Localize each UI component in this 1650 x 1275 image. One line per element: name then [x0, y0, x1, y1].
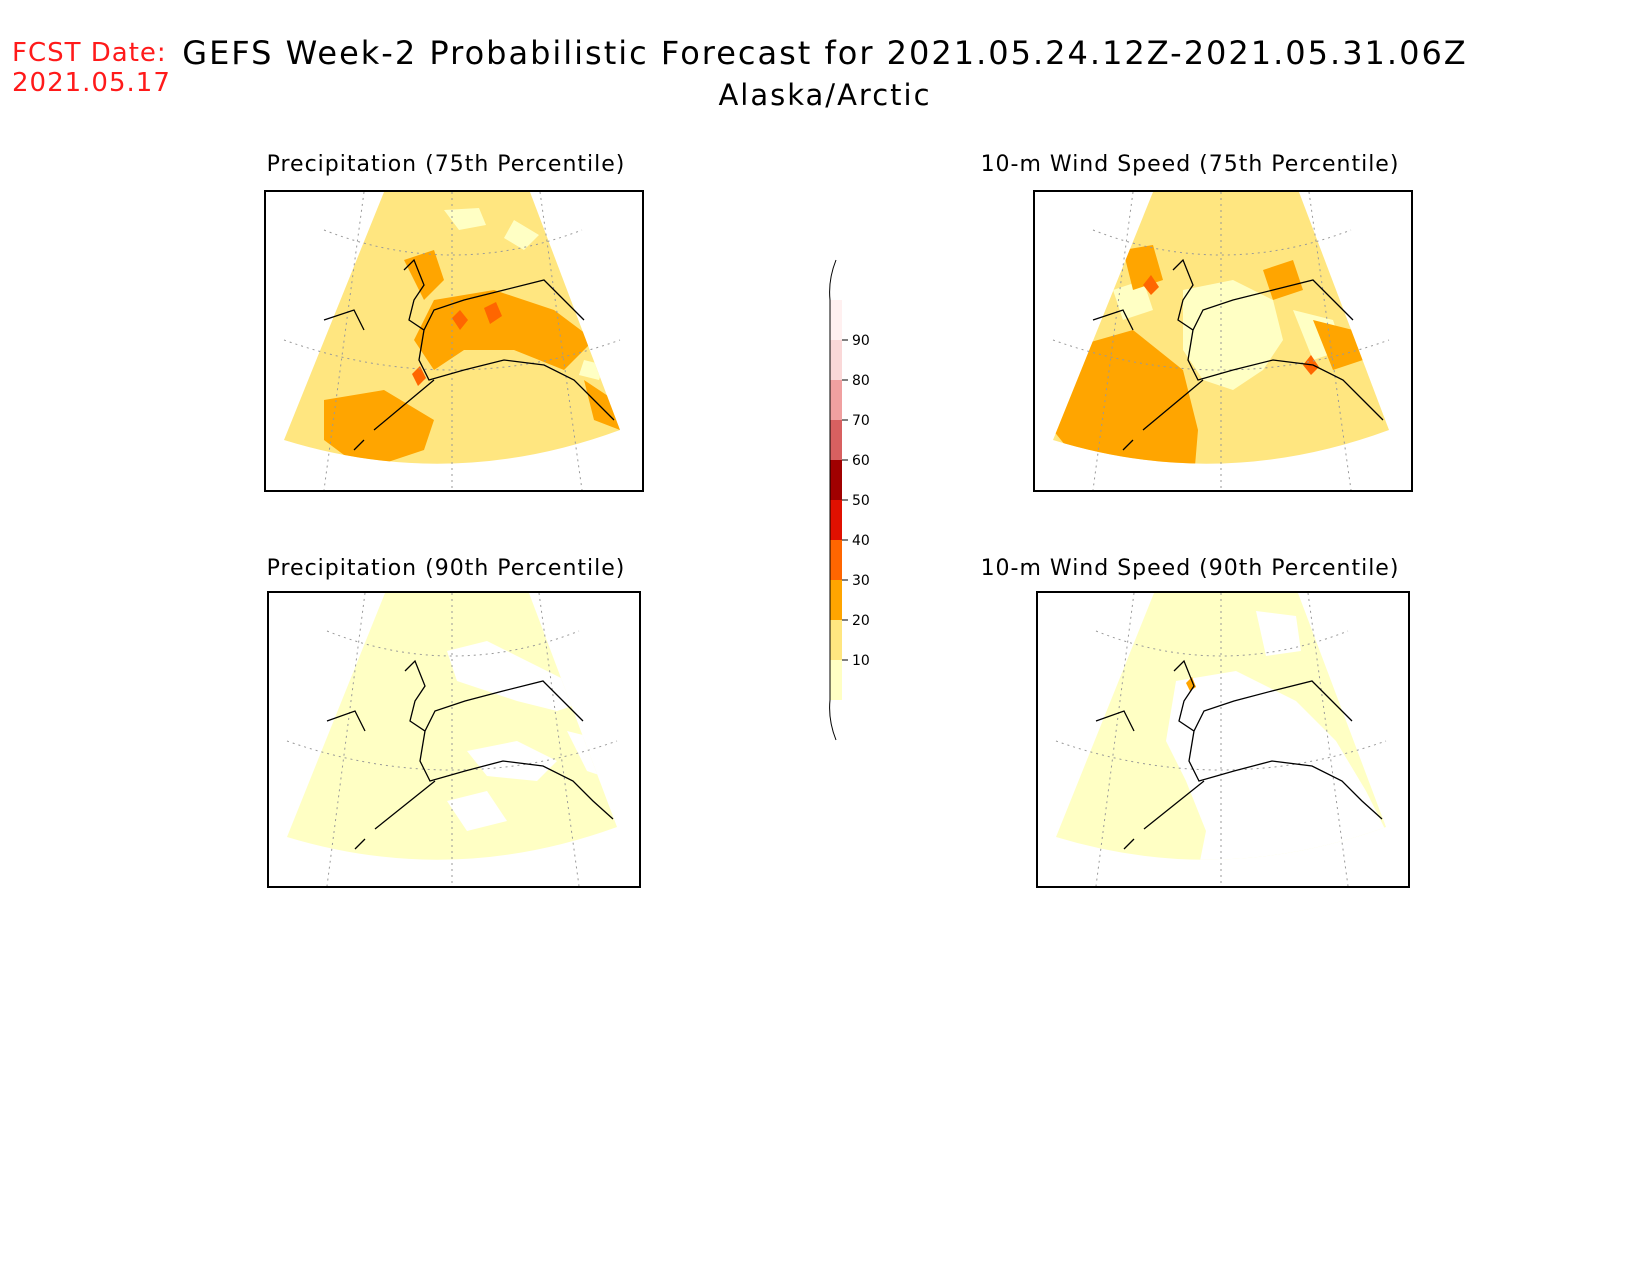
- probability-field-moderate: [324, 250, 620, 464]
- legend-end-curves: [829, 259, 837, 741]
- map-graticule: [286, 592, 618, 886]
- legend-tick-label: 60: [852, 453, 870, 469]
- legend-color-box: [830, 380, 842, 420]
- region-subtitle: Alaska/Arctic: [718, 78, 932, 112]
- legend-tick-label: 20: [852, 613, 870, 629]
- panel-title-precip-90: Precipitation (90th Percentile): [266, 556, 626, 581]
- legend-color-box: [830, 340, 842, 380]
- legend-tick-label: 70: [852, 413, 870, 429]
- map-coastline: [1095, 659, 1383, 850]
- legend-color-box: [830, 660, 842, 700]
- map-frame-wind-90: [1036, 591, 1410, 888]
- probability-field-moderate: [1053, 245, 1363, 464]
- forecast-date: FCST Date: 2021.05.17: [12, 38, 171, 98]
- map-graticule: [1055, 592, 1387, 886]
- legend-color-box: [830, 300, 842, 340]
- map-wind-90: [1055, 592, 1387, 886]
- panel-title-wind-90: 10-m Wind Speed (90th Percentile): [980, 556, 1400, 581]
- map-coastline: [1092, 258, 1384, 451]
- forecast-date-value: 2021.05.17: [12, 68, 171, 98]
- legend-color-box: [830, 420, 842, 460]
- probability-field-low: [1113, 280, 1343, 390]
- map-coastline: [326, 659, 614, 850]
- legend-color-box: [830, 620, 842, 660]
- map-coastline: [323, 258, 615, 451]
- map-precip-90: [286, 592, 618, 886]
- main-title: GEFS Week-2 Probabilistic Forecast for 2…: [182, 34, 1468, 72]
- map-wind-75: [1052, 191, 1390, 490]
- legend-color-box: [830, 540, 842, 580]
- probability-field-high: [412, 302, 502, 386]
- forecast-date-label: FCST Date:: [12, 38, 167, 68]
- legend-color-box: [830, 580, 842, 620]
- color-legend: 10 20 30 40 50 60 70 80 90: [829, 259, 870, 741]
- legend-tick-label: 10: [852, 653, 870, 669]
- map-frame-precip-90: [267, 591, 641, 888]
- legend-tick-label: 90: [852, 333, 870, 349]
- probability-field-low: [444, 208, 604, 380]
- legend-tick-label: 50: [852, 493, 870, 509]
- panel-title-wind-75: 10-m Wind Speed (75th Percentile): [980, 152, 1400, 177]
- map-frame-wind-75: [1033, 190, 1413, 492]
- legend-color-box: [830, 460, 842, 500]
- legend-color-box: [830, 500, 842, 540]
- legend-tick-label: 40: [852, 533, 870, 549]
- panel-title-precip-75: Precipitation (75th Percentile): [266, 152, 626, 177]
- legend-tick-label: 30: [852, 573, 870, 589]
- map-frame-precip-75: [264, 190, 644, 492]
- legend-tick-label: 80: [852, 373, 870, 389]
- map-precip-75: [283, 191, 621, 490]
